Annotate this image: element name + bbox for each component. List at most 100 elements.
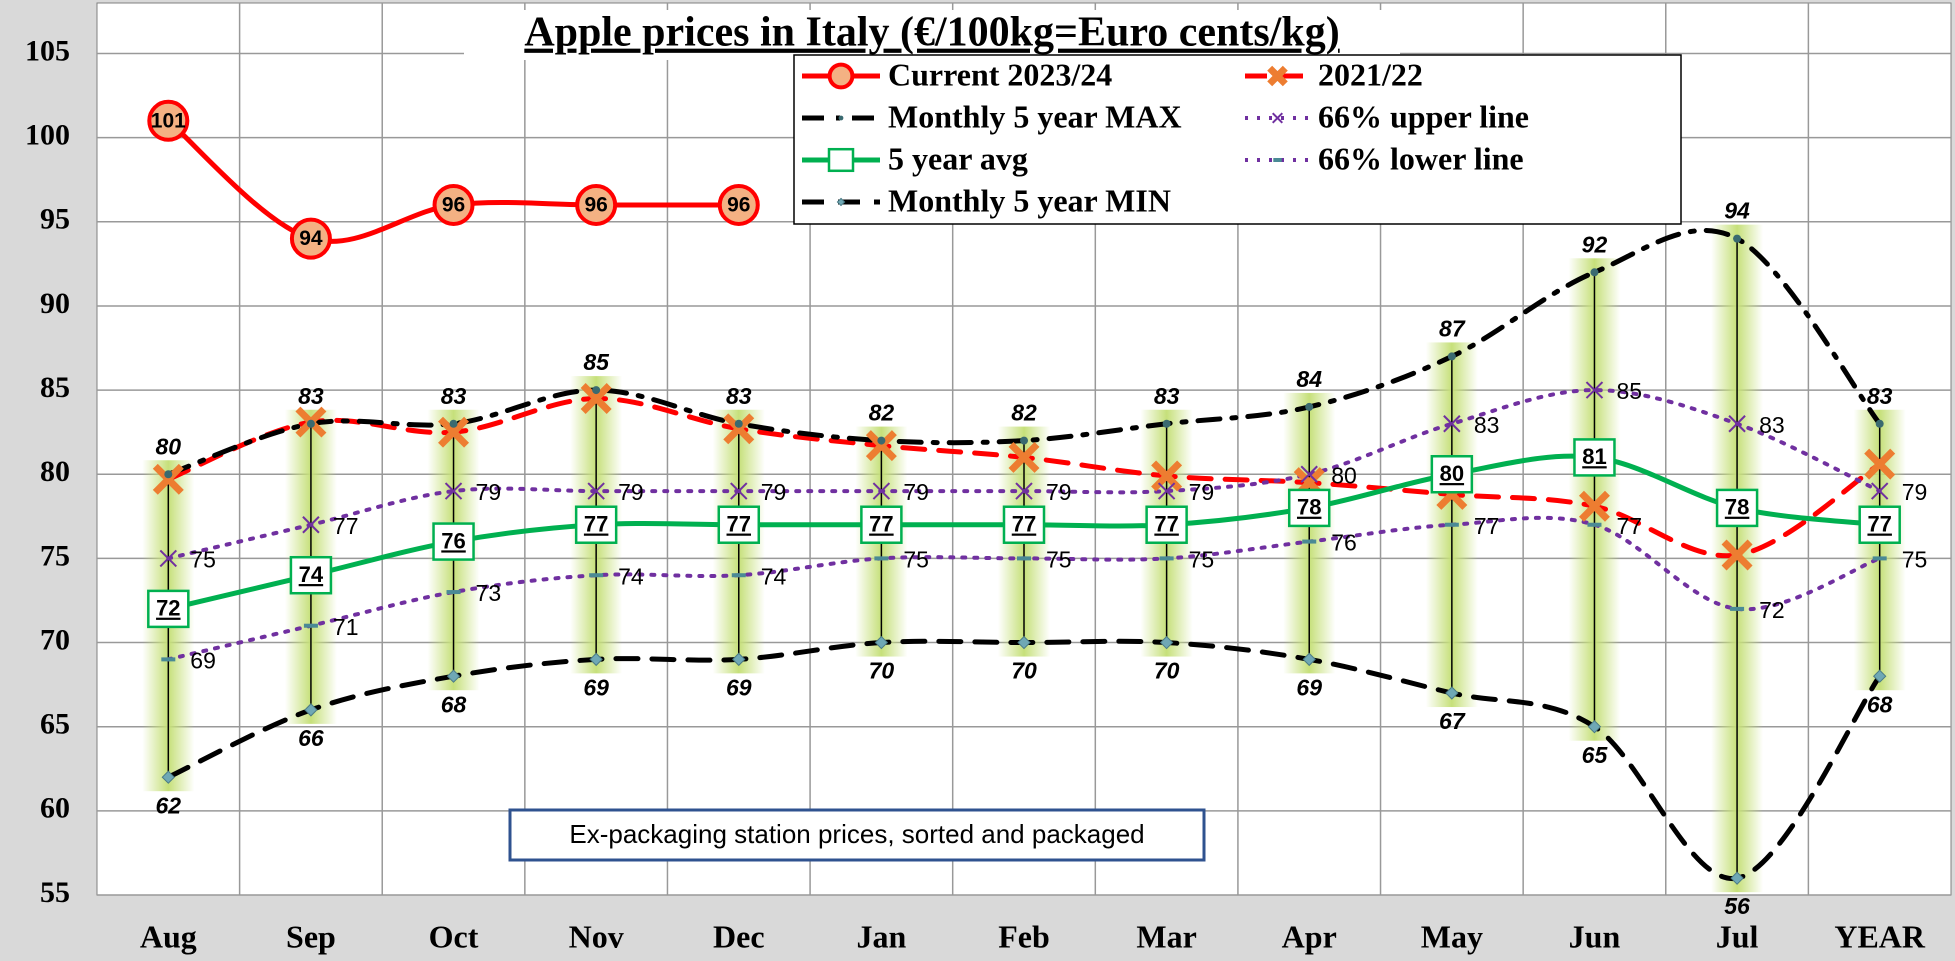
marker <box>734 419 743 428</box>
marker <box>432 522 475 561</box>
data-label: 77 <box>584 512 608 537</box>
marker <box>1875 419 1884 428</box>
x-tick-label: Dec <box>713 918 765 954</box>
data-label: 101 <box>151 109 186 132</box>
y-tick-label: 100 <box>25 119 70 152</box>
data-label: 80 <box>1331 462 1357 488</box>
y-tick-label: 90 <box>40 287 70 320</box>
legend-label: 5 year avg <box>888 140 1028 176</box>
marker <box>1587 719 1602 734</box>
marker <box>1733 234 1742 243</box>
data-label: 77 <box>1616 513 1642 539</box>
marker <box>1587 522 1602 527</box>
marker <box>1721 539 1753 571</box>
marker <box>446 669 461 683</box>
marker <box>589 573 604 578</box>
data-label: 87 <box>1439 316 1466 342</box>
legend-label: 66% upper line <box>1318 98 1529 134</box>
marker <box>446 590 461 595</box>
marker <box>1872 556 1887 561</box>
legend-box <box>793 54 1682 225</box>
data-label: 75 <box>1902 546 1928 572</box>
chart-title: Apple prices in Italy (€/100kg=Euro cent… <box>524 10 1339 56</box>
annotation-box <box>508 808 1206 862</box>
data-label: 56 <box>1724 893 1750 919</box>
marker <box>580 383 612 414</box>
marker <box>587 482 605 500</box>
data-label: 83 <box>726 383 752 409</box>
marker <box>1151 460 1183 492</box>
data-label: 80 <box>1440 461 1464 486</box>
data-label: 75 <box>903 546 929 572</box>
data-label: 77 <box>333 513 359 539</box>
data-label: 78 <box>1725 495 1749 520</box>
marker <box>1159 635 1174 650</box>
data-label: 79 <box>1902 479 1928 505</box>
y-tick-label: 65 <box>40 708 70 741</box>
x-tick-label: Sep <box>286 918 336 954</box>
y-tick-label: 70 <box>40 623 70 656</box>
y-tick-label: 55 <box>40 876 70 909</box>
data-label: 62 <box>156 792 182 818</box>
data-label: 69 <box>726 674 752 700</box>
marker <box>1715 488 1759 528</box>
y-tick-label: 75 <box>40 539 70 572</box>
marker <box>1585 381 1604 399</box>
data-label: 79 <box>1189 479 1215 505</box>
data-label: 70 <box>869 658 895 684</box>
marker <box>1017 556 1031 561</box>
data-label: 79 <box>618 479 644 505</box>
marker <box>1015 482 1033 500</box>
data-label: 81 <box>1582 444 1606 469</box>
data-label: 73 <box>476 580 502 606</box>
x-tick-label: Apr <box>1282 918 1337 954</box>
marker <box>303 623 318 628</box>
data-label: 83 <box>1867 383 1893 409</box>
marker <box>432 183 475 226</box>
x-tick-label: Jul <box>1716 918 1759 954</box>
marker <box>874 635 889 650</box>
data-label: 77 <box>1867 512 1891 537</box>
marker <box>1287 488 1331 528</box>
data-label: 70 <box>1154 658 1180 684</box>
marker <box>1008 441 1040 473</box>
data-label: 74 <box>761 563 787 589</box>
x-tick-label: Mar <box>1136 918 1196 954</box>
data-label: 65 <box>1582 742 1609 768</box>
marker <box>1020 436 1028 445</box>
marker <box>732 652 746 667</box>
marker <box>1159 556 1174 561</box>
marker <box>717 505 761 544</box>
marker <box>1730 606 1745 611</box>
marker <box>1728 415 1746 433</box>
marker <box>289 555 333 595</box>
title-bg <box>464 10 1400 60</box>
marker <box>723 413 755 445</box>
marker <box>731 573 746 578</box>
data-label: 76 <box>1331 530 1357 556</box>
marker <box>164 470 173 479</box>
data-label: 77 <box>727 512 751 537</box>
data-label: 82 <box>1011 400 1037 426</box>
x-tick-label: YEAR <box>1834 918 1926 954</box>
marker <box>1573 438 1616 477</box>
data-label: 72 <box>1759 597 1785 623</box>
marker <box>865 430 897 462</box>
data-label: 77 <box>1154 512 1178 537</box>
y-tick-label: 60 <box>40 792 70 825</box>
marker <box>860 505 903 544</box>
marker <box>872 482 891 500</box>
marker <box>827 147 855 173</box>
data-label: 79 <box>903 479 929 505</box>
data-label: 69 <box>583 674 609 700</box>
data-label: 83 <box>1474 412 1500 438</box>
legend-label: 66% lower line <box>1318 140 1524 176</box>
data-label: 75 <box>190 546 216 572</box>
marker <box>1443 415 1461 433</box>
data-label: 85 <box>1616 378 1642 404</box>
data-label: 80 <box>156 433 182 459</box>
marker <box>1864 448 1896 480</box>
marker <box>592 386 601 395</box>
marker <box>147 589 190 629</box>
marker <box>589 652 603 667</box>
